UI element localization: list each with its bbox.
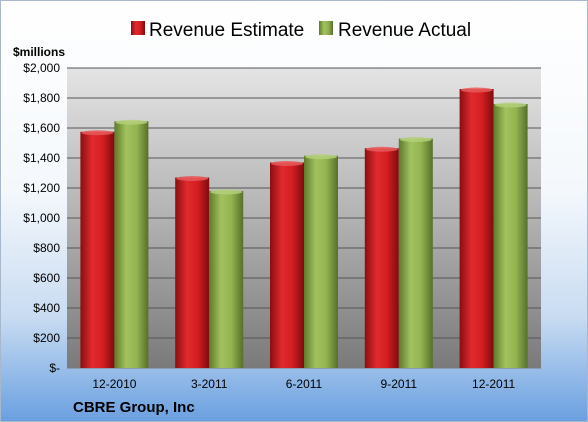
y-tick-label: $1,000 bbox=[23, 211, 60, 225]
bar-revenue-actual bbox=[304, 155, 338, 368]
y-tick-label: $2,000 bbox=[23, 61, 60, 75]
bar-revenue-estimate bbox=[459, 89, 494, 368]
legend-swatch-revenue-estimate bbox=[131, 21, 145, 35]
bar-cap-revenue-actual bbox=[494, 102, 527, 108]
legend-swatch-revenue-actual bbox=[319, 21, 333, 35]
y-tick-label: $1,200 bbox=[23, 181, 60, 195]
legend: Revenue Estimate Revenue Actual bbox=[131, 20, 471, 41]
bar-revenue-estimate bbox=[270, 162, 304, 368]
bar-revenue-actual bbox=[398, 138, 433, 368]
bar-cap-revenue-estimate bbox=[176, 176, 209, 181]
bar-revenue-actual bbox=[209, 191, 244, 368]
bar-cap-revenue-actual bbox=[210, 189, 243, 195]
x-tick-label: 9-2011 bbox=[381, 377, 418, 391]
y-tick-label: $- bbox=[49, 361, 60, 375]
bar-cap-revenue-actual bbox=[115, 119, 148, 125]
bar-revenue-estimate bbox=[80, 131, 115, 368]
bar-cap-revenue-estimate bbox=[365, 146, 398, 152]
y-tick-label: $200 bbox=[33, 331, 60, 345]
y-tick-label: $1,800 bbox=[23, 91, 60, 105]
x-axis-ticks: 12-2010 3-2011 6-2011 9-2011 12-2011 bbox=[92, 377, 515, 391]
y-tick-label: $600 bbox=[33, 271, 60, 285]
bar-cap-revenue-estimate bbox=[271, 161, 303, 166]
y-axis-ticks: $- $200 $400 $600 $800 $1,000 $1,200 $1,400 $1,6… bbox=[23, 61, 60, 375]
y-unit-label: $millions bbox=[13, 45, 65, 59]
bar-revenue-estimate bbox=[175, 177, 210, 368]
bar-revenue-actual bbox=[493, 104, 528, 368]
legend-label-revenue-estimate: Revenue Estimate bbox=[149, 20, 304, 41]
y-tick-label: $1,600 bbox=[23, 121, 60, 135]
y-tick-label: $1,400 bbox=[23, 151, 60, 165]
bar-cap-revenue-actual bbox=[305, 154, 337, 160]
x-tick-label: 12-2011 bbox=[472, 377, 515, 391]
bar-cap-revenue-estimate bbox=[81, 130, 114, 136]
x-tick-label: 12-2010 bbox=[92, 377, 136, 391]
x-tick-label: 3-2011 bbox=[191, 377, 228, 391]
y-tick-label: $800 bbox=[33, 241, 60, 255]
bar-revenue-actual bbox=[114, 121, 149, 368]
y-tick-label: $400 bbox=[33, 301, 60, 315]
bar-cap-revenue-actual bbox=[399, 137, 432, 142]
bar-revenue-estimate bbox=[364, 148, 399, 368]
x-tick-label: 6-2011 bbox=[286, 377, 323, 391]
company-name: CBRE Group, Inc bbox=[73, 399, 195, 416]
bar-cap-revenue-estimate bbox=[460, 87, 493, 93]
bars bbox=[80, 87, 528, 368]
legend-label-revenue-actual: Revenue Actual bbox=[338, 20, 471, 41]
